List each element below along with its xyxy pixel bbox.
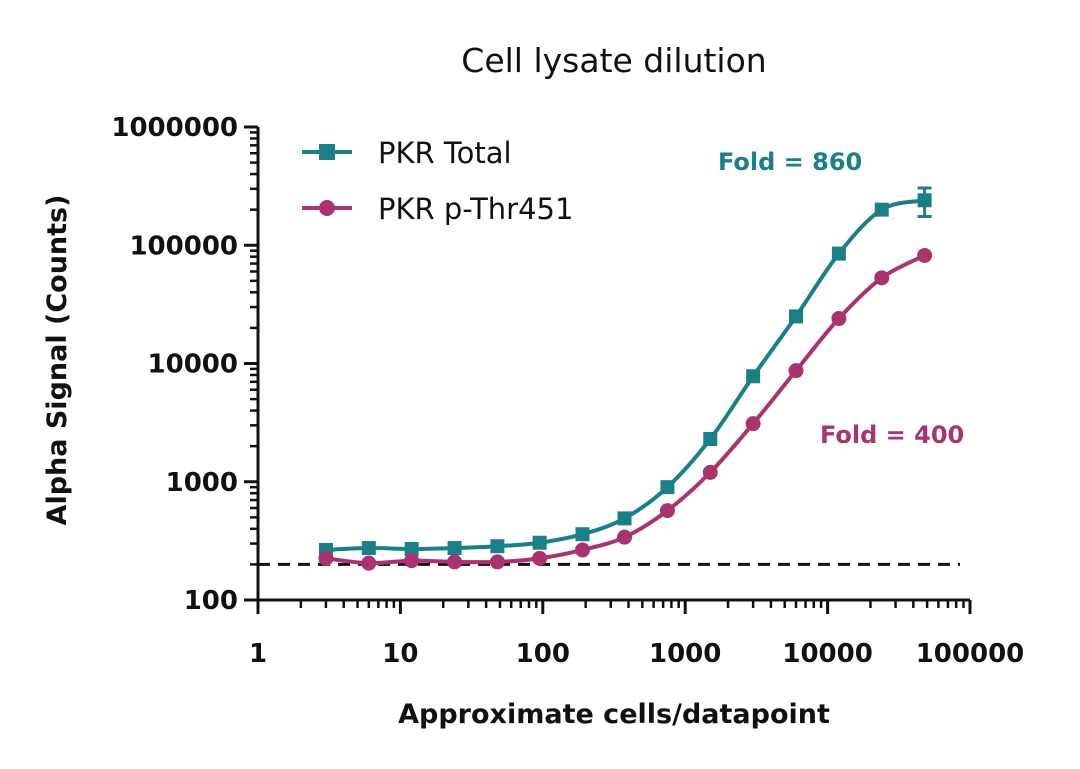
legend-marker-circle <box>319 200 335 216</box>
data-point-pkr-total <box>917 193 932 208</box>
data-point-pkr-p-thr451 <box>788 363 804 379</box>
data-point-pkr-total <box>404 541 419 556</box>
y-tick-label: 100 <box>184 586 238 616</box>
x-tick-label: 1000 <box>649 639 721 669</box>
chart-title: Cell lysate dilution <box>461 41 766 80</box>
x-tick-label: 10 <box>382 639 418 669</box>
legend-marker-square <box>319 144 335 160</box>
x-axis-label: Approximate cells/datapoint <box>398 699 830 730</box>
data-point-pkr-total <box>831 246 846 261</box>
data-point-pkr-p-thr451 <box>874 270 890 286</box>
y-tick-label: 100000 <box>129 231 238 261</box>
annotation-fold-860: Fold = 860 <box>718 148 862 176</box>
data-point-pkr-total <box>617 511 632 526</box>
data-point-pkr-p-thr451 <box>831 311 847 327</box>
data-point-pkr-p-thr451 <box>361 555 377 571</box>
data-point-pkr-total <box>874 202 889 217</box>
data-point-pkr-p-thr451 <box>702 464 718 480</box>
data-point-pkr-p-thr451 <box>574 542 590 558</box>
axes: 100 1000 10000 100000 1000000 1 10 100 1000 10000… <box>111 113 1024 669</box>
data-point-pkr-total <box>746 369 761 384</box>
y-axis-label: Alpha Signal (Counts) <box>42 195 73 526</box>
data-point-pkr-p-thr451 <box>532 550 548 566</box>
legend: PKR Total PKR p-Thr451 <box>302 136 573 226</box>
annotation-fold-400: Fold = 400 <box>820 421 964 449</box>
data-point-pkr-p-thr451 <box>404 553 420 569</box>
data-points <box>318 186 933 571</box>
data-point-pkr-total <box>660 480 675 495</box>
data-point-pkr-p-thr451 <box>447 554 463 570</box>
x-tick-label: 1 <box>249 639 267 669</box>
data-point-pkr-total <box>532 535 547 550</box>
data-point-pkr-p-thr451 <box>659 503 675 519</box>
data-point-pkr-total <box>575 527 590 542</box>
data-point-pkr-total <box>490 539 505 554</box>
y-tick-label: 10000 <box>148 350 238 380</box>
data-point-pkr-total <box>447 541 462 556</box>
x-tick-label: 10000 <box>782 639 872 669</box>
data-point-pkr-p-thr451 <box>489 554 505 570</box>
y-tick-label: 1000 <box>166 468 238 498</box>
data-point-pkr-total <box>361 541 376 556</box>
legend-label-pkr-pthr451: PKR p-Thr451 <box>378 192 573 226</box>
data-point-pkr-p-thr451 <box>917 247 933 263</box>
y-tick-label: 1000000 <box>111 113 238 143</box>
x-tick-label: 100 <box>516 639 570 669</box>
x-tick-label: 100000 <box>916 639 1025 669</box>
data-point-pkr-p-thr451 <box>745 416 761 432</box>
data-point-pkr-p-thr451 <box>617 529 633 545</box>
legend-label-pkr-total: PKR Total <box>378 136 512 170</box>
data-point-pkr-total <box>703 431 718 446</box>
data-point-pkr-total <box>789 309 804 324</box>
data-point-pkr-p-thr451 <box>318 550 334 566</box>
